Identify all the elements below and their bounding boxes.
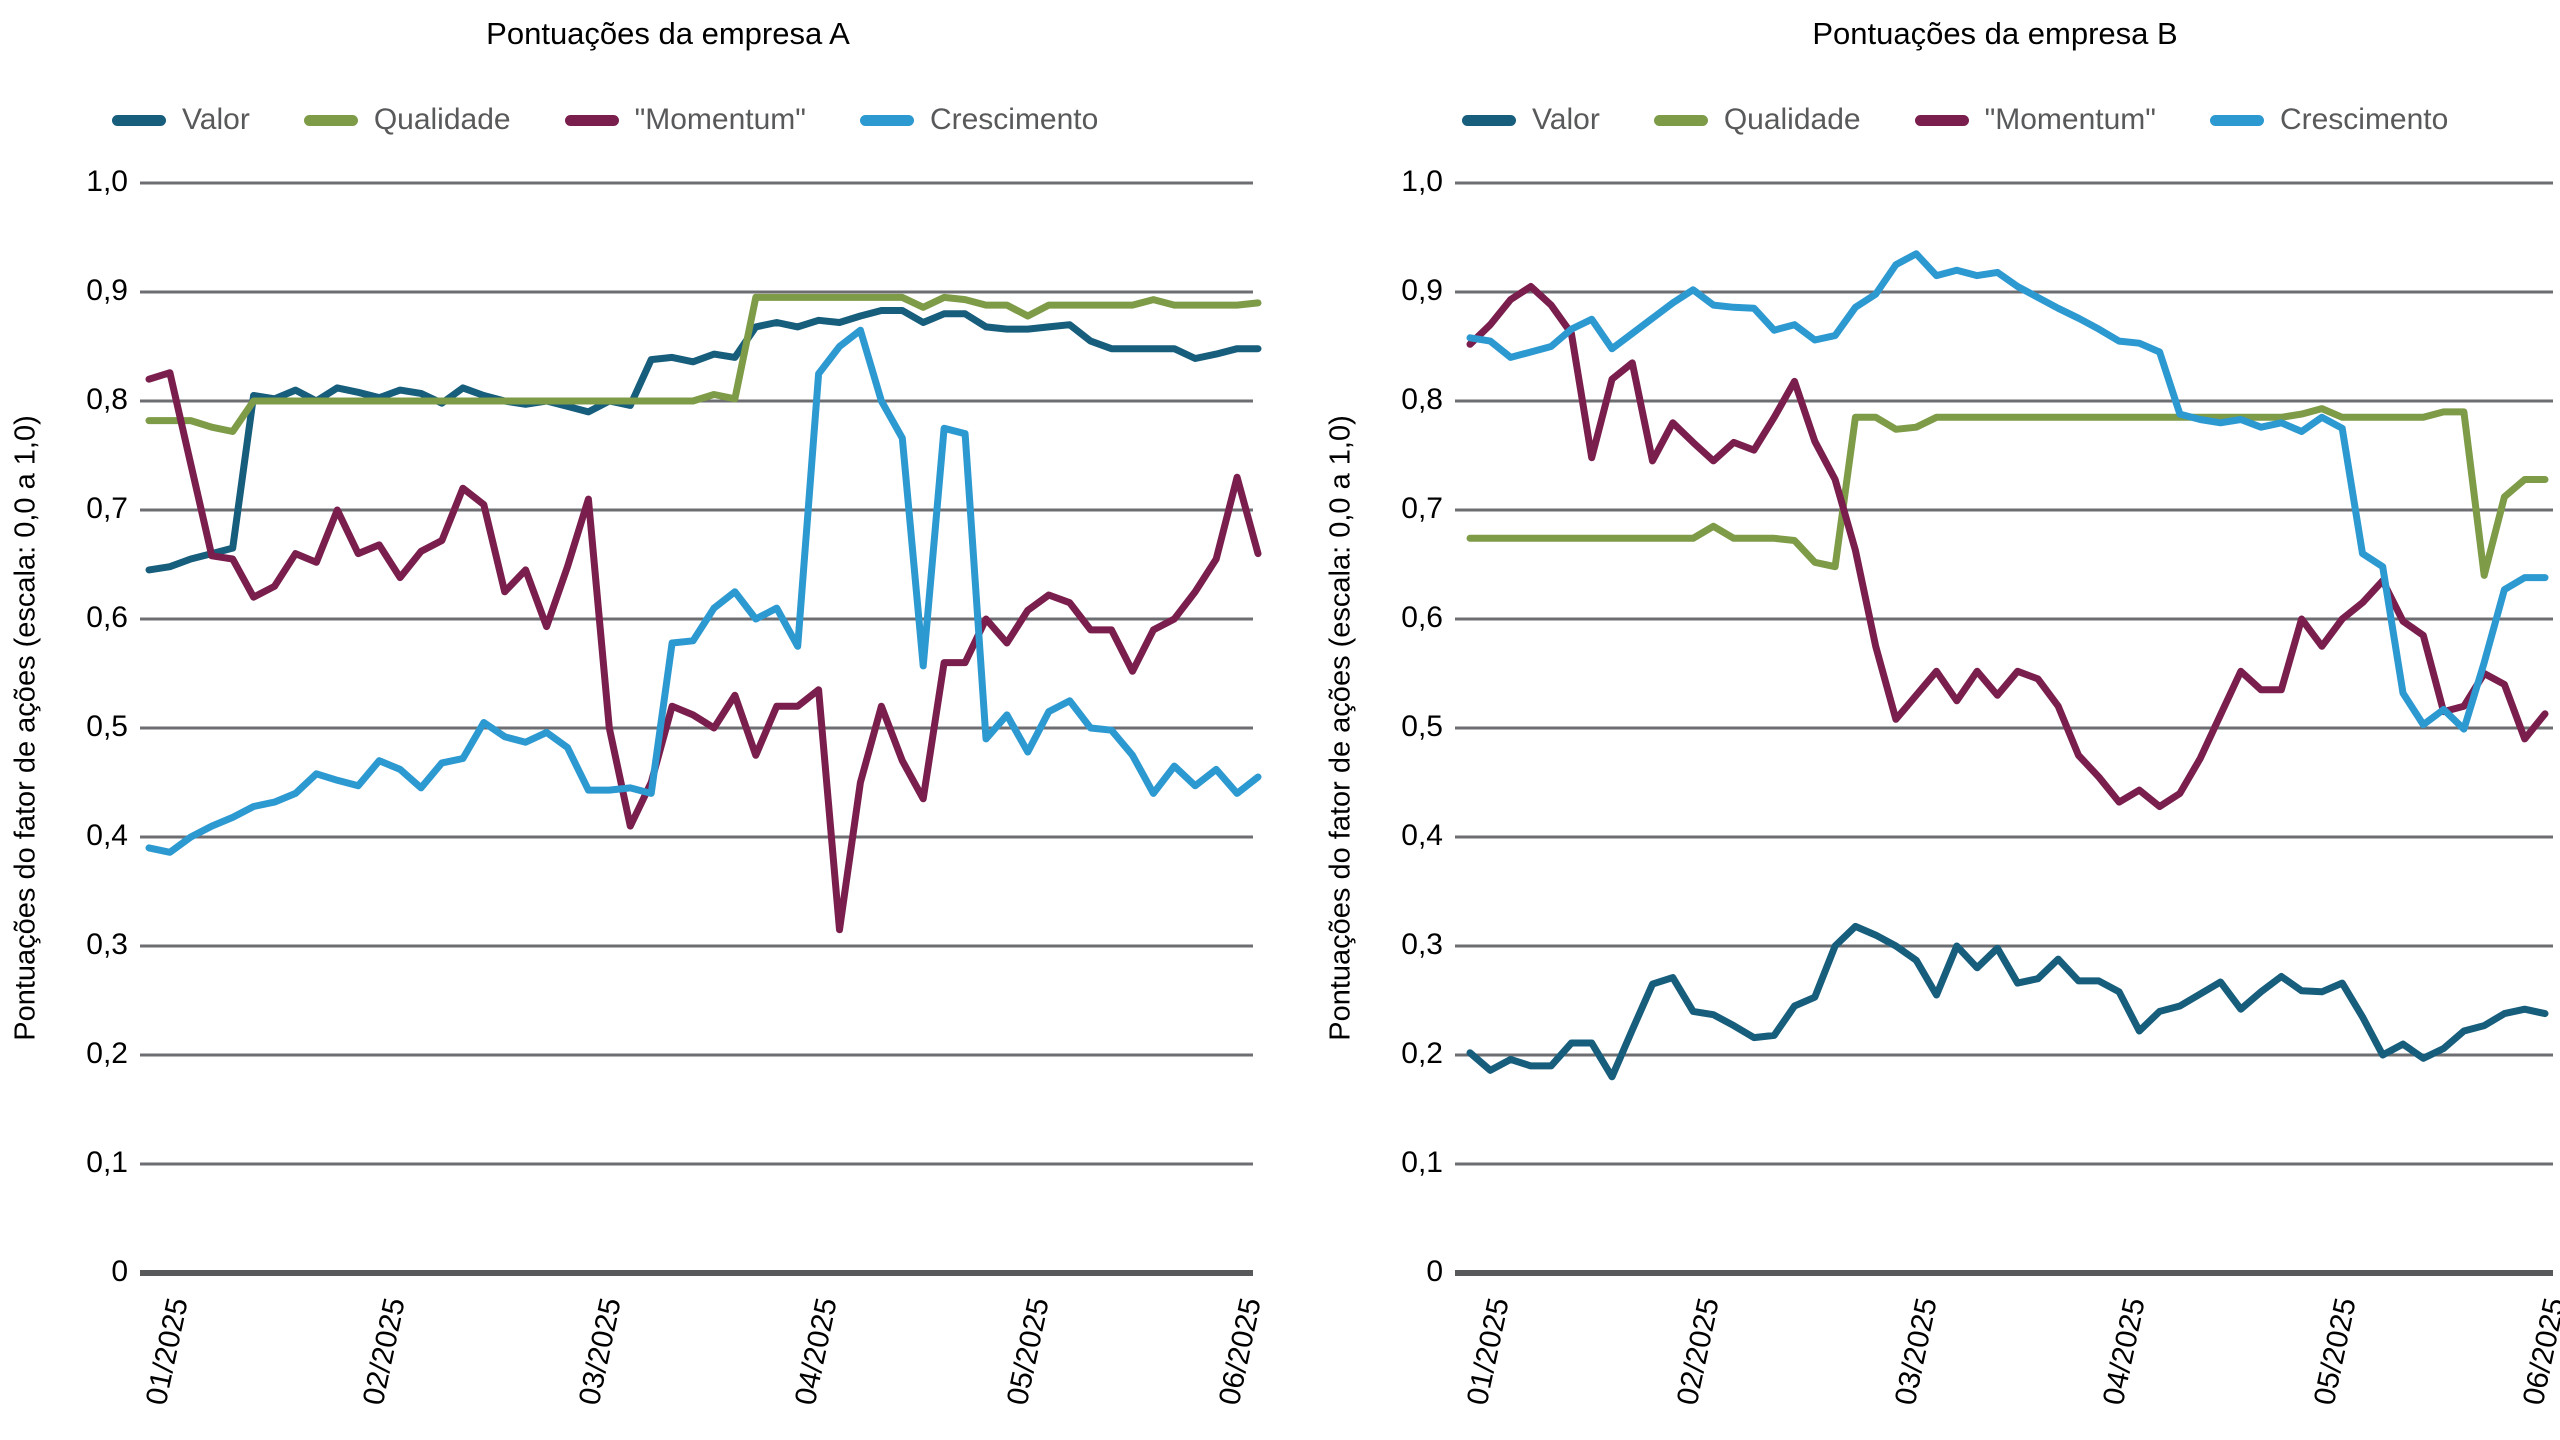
legend-swatch-qualidade bbox=[1653, 114, 1708, 126]
y-tick-label: 0,4 bbox=[86, 819, 128, 852]
y-tick-label: 0,9 bbox=[86, 274, 128, 307]
series-line-valor bbox=[145, 307, 1262, 574]
x-tick-label: 05/2025 bbox=[1001, 1295, 1056, 1408]
legend-item-valor: Valor bbox=[1462, 103, 1600, 137]
series-line-crescimento bbox=[145, 326, 1262, 856]
y-tick-label: 0 bbox=[1426, 1255, 1443, 1288]
chart-b-legend: Valor Qualidade "Momentum" Crescimento bbox=[1462, 98, 2448, 142]
chart-a-title: Pontuações da empresa A bbox=[486, 16, 850, 51]
y-tick-label: 0,8 bbox=[1401, 383, 1443, 416]
legend-swatch-crescimento bbox=[2209, 114, 2264, 126]
legend-item-qualidade: Qualidade bbox=[303, 103, 511, 137]
legend-label-crescimento: Crescimento bbox=[2279, 103, 2449, 136]
chart-b-plot-area bbox=[1455, 181, 2553, 1276]
legend-item-crescimento: Crescimento bbox=[2209, 103, 2449, 137]
y-tick-label: 0,9 bbox=[1401, 274, 1443, 307]
legend-item-momentum: "Momentum" bbox=[1914, 103, 2156, 137]
x-tick-label: 01/2025 bbox=[139, 1295, 195, 1408]
y-tick-label: 0,5 bbox=[1401, 710, 1443, 743]
legend-item-crescimento: Crescimento bbox=[859, 103, 1099, 137]
y-tick-label: 0,5 bbox=[86, 710, 128, 743]
legend-swatch-valor bbox=[1462, 114, 1516, 126]
legend-swatch-momentum bbox=[564, 114, 619, 126]
x-tick-label: 02/2025 bbox=[1671, 1295, 1726, 1408]
chart-a-plot-area bbox=[140, 181, 1262, 1276]
x-tick-label: 02/2025 bbox=[356, 1295, 412, 1408]
x-tick-label: 03/2025 bbox=[1889, 1295, 1945, 1408]
y-tick-label: 0,8 bbox=[86, 383, 128, 416]
legend-label-qualidade: Qualidade bbox=[1723, 103, 1861, 136]
y-tick-label: 0,6 bbox=[1401, 601, 1443, 634]
legend-label-momentum: "Momentum" bbox=[634, 103, 806, 136]
y-tick-label: 0,1 bbox=[1401, 1146, 1443, 1179]
y-tick-label: 0,3 bbox=[86, 928, 128, 961]
legend-label-qualidade: Qualidade bbox=[373, 103, 511, 136]
series-line-momentum bbox=[1466, 283, 2549, 810]
x-tick-label: 04/2025 bbox=[789, 1295, 845, 1408]
legend-swatch-crescimento bbox=[859, 114, 914, 126]
series-line-qualidade bbox=[1466, 405, 2549, 579]
legend-label-momentum: "Momentum" bbox=[1984, 103, 2156, 136]
legend-swatch-qualidade bbox=[303, 114, 358, 126]
legend-label-valor: Valor bbox=[182, 103, 250, 136]
legend-item-valor: Valor bbox=[112, 103, 250, 137]
x-tick-label: 01/2025 bbox=[1460, 1295, 1516, 1408]
y-tick-label: 0,2 bbox=[86, 1037, 128, 1070]
chart-a-legend: Valor Qualidade "Momentum" Crescimento bbox=[112, 98, 1098, 142]
legend-label-valor: Valor bbox=[1532, 103, 1600, 136]
legend-label-crescimento: Crescimento bbox=[929, 103, 1099, 136]
series-line-valor bbox=[1466, 922, 2549, 1081]
y-tick-label: 0,7 bbox=[1401, 492, 1443, 525]
y-tick-label: 0 bbox=[111, 1255, 128, 1288]
legend-item-momentum: "Momentum" bbox=[564, 103, 806, 137]
x-tick-label: 06/2025 bbox=[2517, 1295, 2560, 1408]
y-tick-label: 0,2 bbox=[1401, 1037, 1443, 1070]
y-tick-label: 0,1 bbox=[86, 1146, 128, 1179]
legend-swatch-momentum bbox=[1914, 114, 1969, 126]
y-tick-label: 1,0 bbox=[86, 165, 128, 198]
chart-b-title: Pontuações da empresa B bbox=[1812, 16, 2178, 51]
series-line-crescimento bbox=[1466, 250, 2549, 733]
x-tick-label: 04/2025 bbox=[2096, 1295, 2152, 1408]
series-line-qualidade bbox=[145, 293, 1262, 435]
legend-item-qualidade: Qualidade bbox=[1653, 103, 1861, 137]
x-tick-label: 03/2025 bbox=[573, 1295, 628, 1408]
series-line-momentum bbox=[145, 369, 1262, 934]
y-tick-label: 0,6 bbox=[86, 601, 128, 634]
x-tick-label: 05/2025 bbox=[2307, 1295, 2363, 1408]
y-tick-label: 0,7 bbox=[86, 492, 128, 525]
legend-swatch-valor bbox=[112, 114, 166, 126]
y-tick-label: 1,0 bbox=[1401, 165, 1443, 198]
y-tick-label: 0,3 bbox=[1401, 928, 1443, 961]
y-tick-label: 0,4 bbox=[1401, 819, 1443, 852]
x-tick-label: 06/2025 bbox=[1212, 1295, 1268, 1408]
